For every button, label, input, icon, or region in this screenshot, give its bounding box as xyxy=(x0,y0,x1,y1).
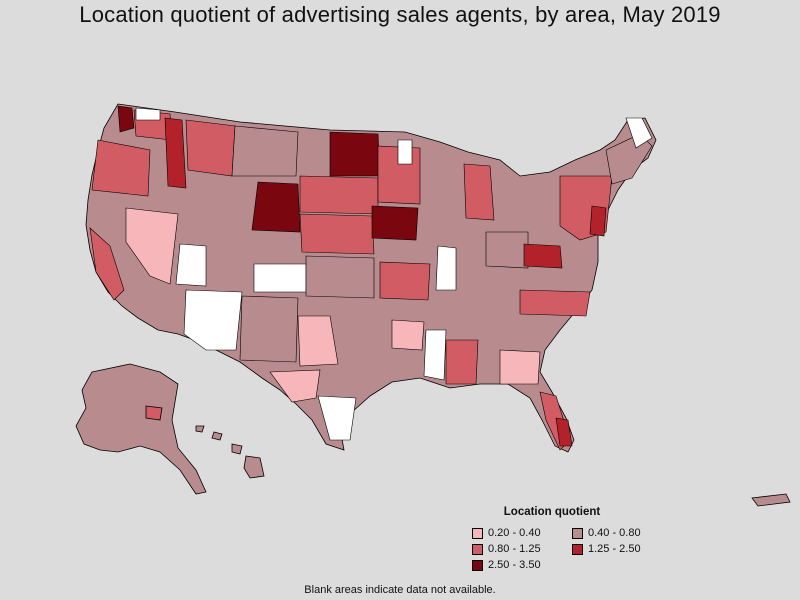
legend-item: 2.50 - 3.50 xyxy=(472,558,572,572)
legend-title: Location quotient xyxy=(503,506,601,518)
region-hawaii-big-island xyxy=(243,455,265,479)
region-maine-nodata xyxy=(625,117,653,149)
region-texas-south-nodata xyxy=(317,395,357,441)
region-utah-nodata xyxy=(175,243,207,287)
region-wyoming xyxy=(251,181,301,233)
legend-item: 0.40 - 0.80 xyxy=(572,526,672,540)
region-alabama xyxy=(445,339,479,385)
map-legend: Location quotient 0.20 - 0.40 0.40 - 0.8… xyxy=(472,506,672,572)
region-southwest-nodata xyxy=(183,289,243,351)
region-new-york-metro xyxy=(589,205,607,237)
legend-swatch xyxy=(572,543,583,555)
region-south-dakota xyxy=(299,175,379,215)
puerto-rico xyxy=(751,493,791,507)
legend-item: 1.25 - 2.50 xyxy=(572,542,672,556)
region-nevada xyxy=(125,207,179,285)
region-michigan xyxy=(463,163,495,221)
footnote: Blank areas indicate data not available. xyxy=(304,584,496,596)
region-colorado-nodata xyxy=(253,263,307,293)
map-title: Location quotient of advertising sales a… xyxy=(79,2,721,27)
region-california-coast xyxy=(89,227,125,301)
legend-item: 0.80 - 1.25 xyxy=(472,542,572,556)
region-north-dakota xyxy=(329,131,381,177)
region-hawaii-kauai xyxy=(195,425,205,433)
region-texas-west xyxy=(269,369,321,403)
legend-swatch xyxy=(472,543,483,555)
legend-swatch xyxy=(472,559,483,571)
region-hawaii-maui xyxy=(231,443,243,455)
region-montana-east xyxy=(231,125,299,177)
region-florida-south xyxy=(555,417,573,447)
legend-swatch xyxy=(472,527,483,539)
region-new-mexico xyxy=(239,295,299,363)
region-idaho xyxy=(164,117,187,189)
region-carolinas xyxy=(519,289,591,317)
region-ohio xyxy=(485,231,529,269)
legend-label: 0.20 - 0.40 xyxy=(488,527,541,539)
region-georgia xyxy=(499,349,541,385)
legend-item: 0.20 - 0.40 xyxy=(472,526,572,540)
region-montana-west xyxy=(185,119,236,177)
region-virginia xyxy=(523,243,563,269)
region-nebraska xyxy=(299,213,375,255)
region-hawaii-oahu xyxy=(211,431,223,441)
region-arkansas xyxy=(391,319,425,351)
legend-swatch xyxy=(572,527,583,539)
region-alaska xyxy=(75,363,207,495)
region-shading xyxy=(89,105,653,451)
region-northwest-dark xyxy=(117,105,135,133)
legend-label: 0.40 - 0.80 xyxy=(588,527,641,539)
alaska xyxy=(75,363,207,495)
region-iowa xyxy=(371,205,419,241)
region-upper-midwest-nodata xyxy=(397,139,413,165)
region-missouri xyxy=(379,261,431,301)
region-oregon xyxy=(91,139,151,197)
region-puerto-rico xyxy=(751,493,791,507)
region-kansas xyxy=(305,255,375,299)
legend-grid: 0.20 - 0.40 0.40 - 0.80 0.80 - 1.25 1.25… xyxy=(472,526,672,572)
region-texas-north xyxy=(297,315,339,367)
region-illinois-nodata xyxy=(435,245,457,291)
region-north-wa-nodata xyxy=(135,107,161,121)
legend-label: 0.80 - 1.25 xyxy=(488,543,541,555)
hawaii xyxy=(195,425,265,479)
region-alaska-south xyxy=(145,405,163,421)
legend-label: 1.25 - 2.50 xyxy=(588,543,641,555)
legend-label: 2.50 - 3.50 xyxy=(488,559,541,571)
region-mississippi-nodata xyxy=(423,329,447,381)
